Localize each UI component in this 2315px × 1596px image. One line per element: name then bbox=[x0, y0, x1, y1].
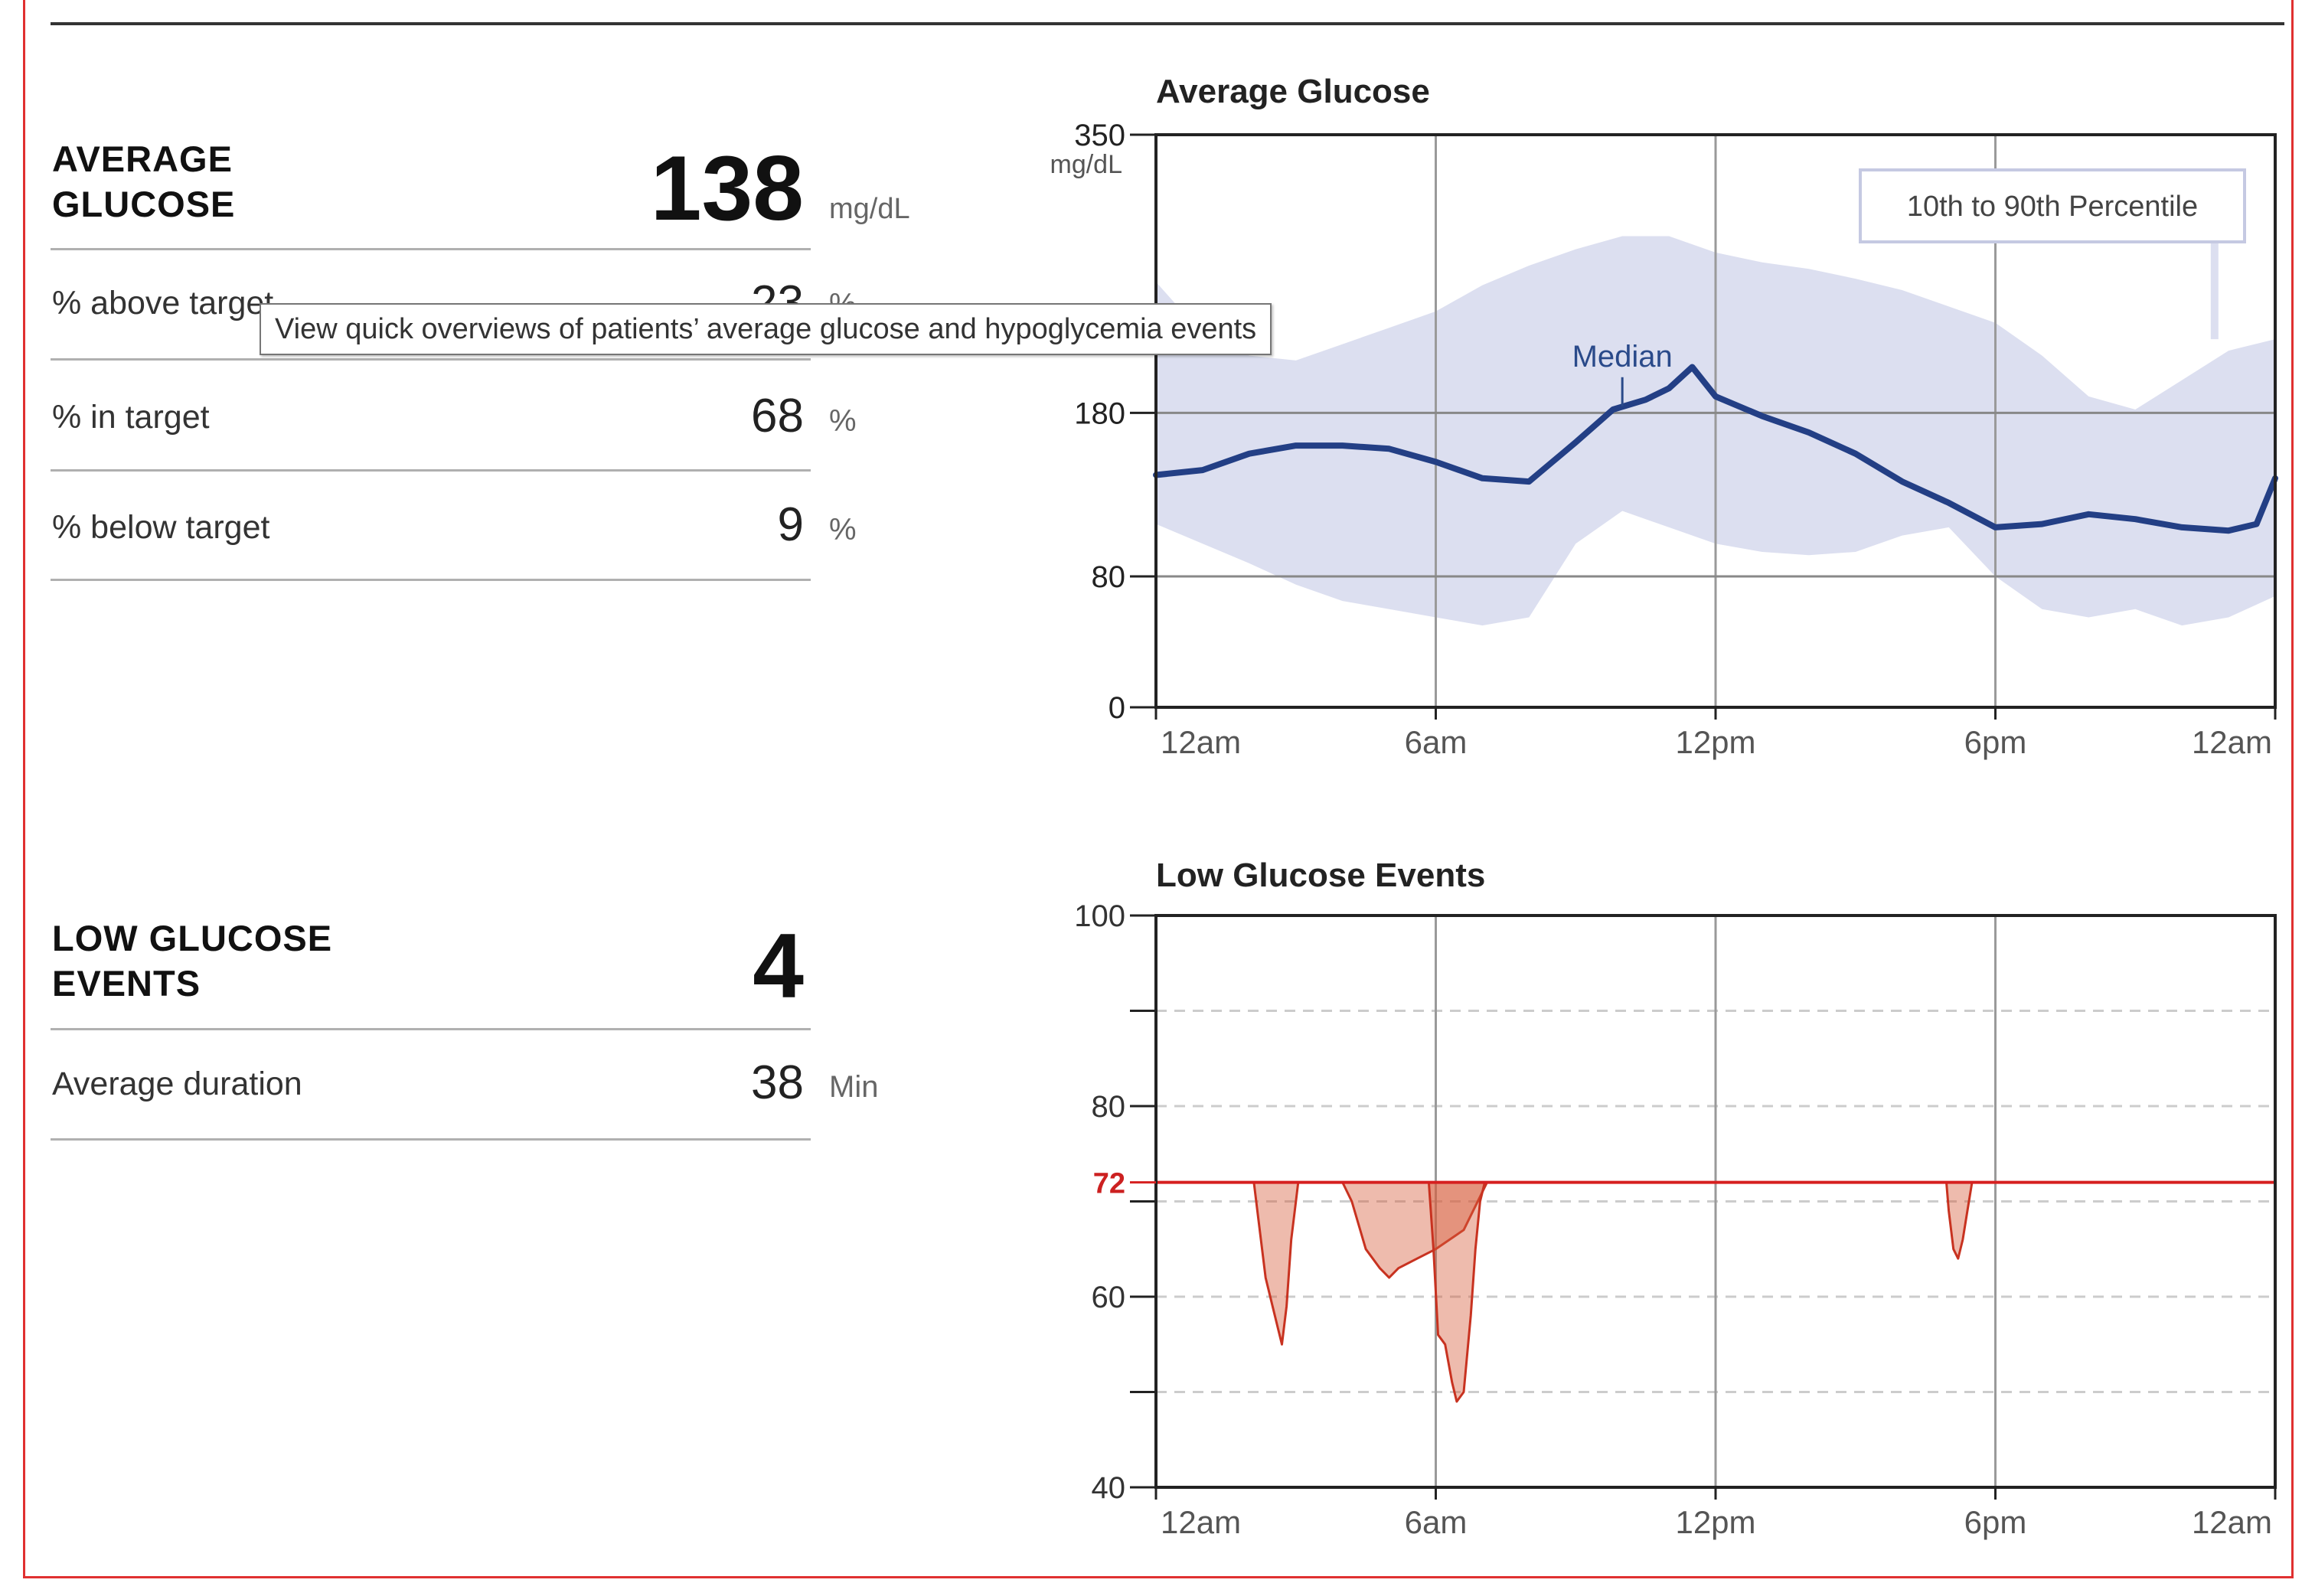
x-tick-label: 6am bbox=[1405, 724, 1468, 760]
average-duration-label: Average duration bbox=[52, 1066, 302, 1102]
median-line bbox=[1153, 364, 2278, 534]
y-tick-label: 60 bbox=[1092, 1281, 1126, 1314]
low-glucose-title: LOW GLUCOSE EVENTS bbox=[52, 915, 332, 1006]
low-glucose-title-line1: LOW GLUCOSE bbox=[52, 918, 333, 958]
average-glucose-title: AVERAGE GLUCOSE bbox=[52, 136, 235, 227]
y-tick-label: 80 bbox=[1092, 1090, 1126, 1124]
tooltip: View quick overviews of patients’ averag… bbox=[260, 303, 1272, 355]
divider bbox=[51, 579, 811, 581]
average-glucose-unit: mg/dL bbox=[829, 193, 910, 225]
header-divider bbox=[51, 22, 2284, 25]
divider bbox=[51, 469, 811, 472]
average-glucose-title-line1: AVERAGE bbox=[52, 139, 233, 179]
low-glucose-title-line2: EVENTS bbox=[52, 963, 201, 1004]
y-tick-label: 100 bbox=[1074, 899, 1125, 933]
y-tick-label: 180 bbox=[1074, 397, 1125, 430]
legend-label: 10th to 90th Percentile bbox=[1907, 191, 2198, 223]
x-tick-label: 12pm bbox=[1675, 724, 1755, 760]
target-label: 72 bbox=[1093, 1168, 1125, 1200]
x-tick-label: 6pm bbox=[1964, 724, 2027, 760]
panel-frame bbox=[23, 0, 2294, 1578]
x-tick-label: 6pm bbox=[1964, 1504, 2027, 1540]
divider bbox=[51, 248, 811, 250]
low-glucose-chart-title: Low Glucose Events bbox=[1156, 857, 1485, 894]
y-tick-label: 40 bbox=[1092, 1471, 1126, 1505]
x-tick-label: 12am bbox=[1161, 724, 1241, 760]
y-tick-label: 80 bbox=[1092, 560, 1126, 594]
average-glucose-title-line2: GLUCOSE bbox=[52, 184, 236, 224]
average-glucose-value: 138 bbox=[650, 137, 804, 240]
low-event-3 bbox=[1427, 1181, 1486, 1403]
low-event-4 bbox=[1945, 1181, 1974, 1260]
low-event-1 bbox=[1252, 1181, 1300, 1346]
x-tick-label: 12am bbox=[1161, 1504, 1241, 1540]
low-glucose-count: 4 bbox=[753, 915, 804, 1017]
in-target-value: 68 bbox=[751, 390, 804, 442]
above-target-label: % above target bbox=[52, 285, 274, 321]
low-event-2 bbox=[1341, 1181, 1488, 1279]
average-duration-unit: Min bbox=[829, 1070, 879, 1104]
median-label: Median bbox=[1572, 340, 1673, 374]
divider bbox=[51, 358, 811, 361]
below-target-unit: % bbox=[829, 513, 857, 547]
average-glucose-chart-title: Average Glucose bbox=[1156, 73, 1430, 110]
divider bbox=[51, 1028, 811, 1030]
x-tick-label: 12pm bbox=[1675, 1504, 1755, 1540]
below-target-value: 9 bbox=[777, 498, 804, 551]
y-axis-unit-label: mg/dL bbox=[1050, 150, 1123, 179]
x-tick-label: 12am bbox=[2192, 724, 2272, 760]
x-tick-label: 6am bbox=[1405, 1504, 1468, 1540]
y-tick-label: 350 bbox=[1074, 119, 1125, 152]
x-tick-label: 12am bbox=[2192, 1504, 2272, 1540]
below-target-label: % below target bbox=[52, 509, 270, 546]
average-duration-value: 38 bbox=[751, 1056, 804, 1109]
in-target-label: % in target bbox=[52, 399, 210, 436]
in-target-unit: % bbox=[829, 404, 857, 438]
y-tick-label: 0 bbox=[1109, 691, 1125, 725]
legend-box bbox=[1859, 168, 2246, 243]
divider bbox=[51, 1138, 811, 1141]
